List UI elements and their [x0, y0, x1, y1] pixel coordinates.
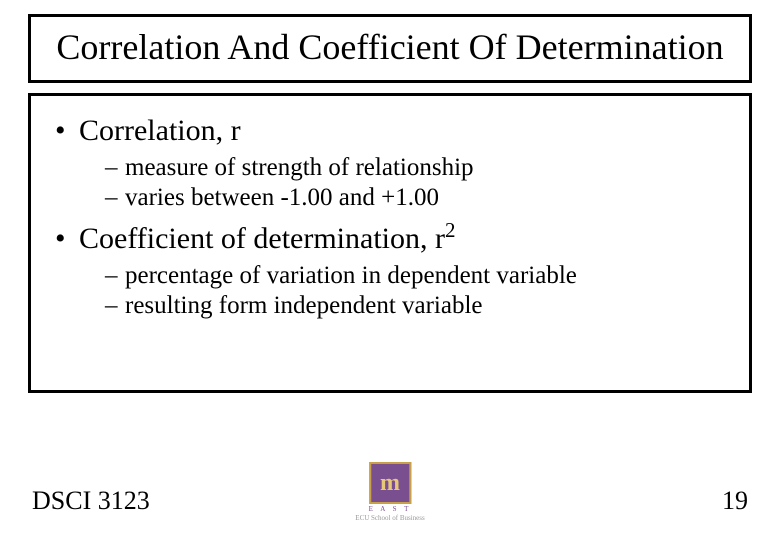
logo-line1: E A S T	[369, 505, 412, 513]
logo-line2: ECU School of Business	[355, 514, 424, 522]
logo-glyph: m	[380, 470, 400, 497]
slide-footer: DSCI 3123 m E A S T ECU School of Busine…	[0, 486, 780, 516]
bullet-group-1: Correlation, r measure of strength of re…	[51, 114, 729, 212]
content-box: Correlation, r measure of strength of re…	[28, 93, 752, 393]
subbullet-measure: measure of strength of relationship	[51, 154, 729, 182]
ecu-logo: m E A S T ECU School of Business	[355, 462, 424, 522]
title-box: Correlation And Coefficient Of Determina…	[28, 14, 752, 83]
bullet-coef-text: Coefficient of determination, r	[79, 222, 445, 255]
subbullet-percentage: percentage of variation in dependent var…	[51, 262, 729, 290]
logo-icon: m	[369, 462, 411, 504]
subbullet-resulting: resulting form independent variable	[51, 292, 729, 320]
bullet-coef-sup: 2	[445, 218, 456, 242]
bullet-coef-determination: Coefficient of determination, r2	[51, 222, 729, 256]
bullet-group-2: Coefficient of determination, r2 percent…	[51, 222, 729, 320]
course-code: DSCI 3123	[32, 486, 150, 516]
slide-title: Correlation And Coefficient Of Determina…	[51, 25, 729, 70]
subbullet-varies: varies between -1.00 and +1.00	[51, 184, 729, 212]
bullet-correlation: Correlation, r	[51, 114, 729, 148]
page-number: 19	[722, 486, 748, 516]
